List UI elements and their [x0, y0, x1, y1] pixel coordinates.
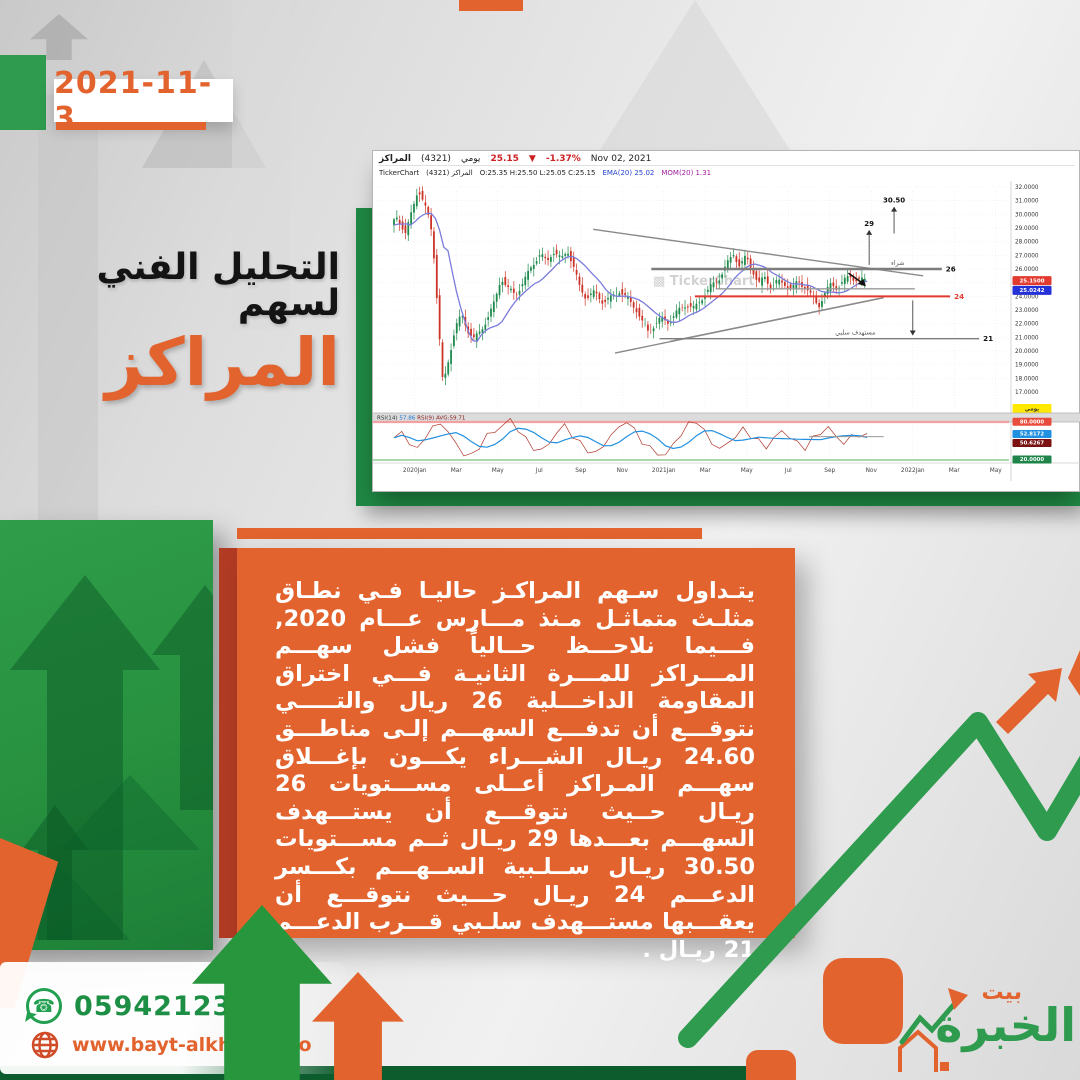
svg-text:32.0000: 32.0000	[1015, 185, 1039, 191]
svg-text:20.0000: 20.0000	[1015, 349, 1039, 355]
svg-text:24: 24	[954, 292, 964, 301]
svg-text:Jul: Jul	[535, 468, 543, 474]
svg-text:21: 21	[983, 334, 993, 343]
legend-indicator: MOM(20) 1.31	[661, 169, 712, 177]
svg-text:2022Jan: 2022Jan	[901, 468, 925, 474]
svg-text:مستهدف سلبي: مستهدف سلبي	[835, 330, 875, 337]
logo-arrow-house-icon	[898, 988, 968, 1072]
globe-icon	[31, 1031, 59, 1059]
svg-text:Sep: Sep	[824, 468, 835, 474]
background-strip	[38, 95, 98, 525]
svg-text:20.0000: 20.0000	[1020, 457, 1044, 463]
date-badge: 2021-11-3	[54, 66, 233, 136]
svg-text:Mar: Mar	[949, 468, 961, 474]
green-accent-block	[0, 55, 46, 130]
svg-text:Jul: Jul	[784, 468, 792, 474]
svg-text:Sep: Sep	[575, 468, 586, 474]
svg-text:Mar: Mar	[451, 468, 463, 474]
legend-symbol: المراكز (4321)	[426, 169, 473, 177]
svg-text:26.0000: 26.0000	[1015, 267, 1039, 273]
svg-text:31.0000: 31.0000	[1015, 199, 1039, 205]
svg-text:28.0000: 28.0000	[1015, 240, 1039, 246]
orange-ne-arrow-icon	[996, 668, 1062, 734]
svg-text:May: May	[741, 468, 754, 474]
svg-text:21.0000: 21.0000	[1015, 335, 1039, 341]
analysis-box: يتـداول سـهم المراكـز حاليـا فـي نطـاق م…	[237, 548, 795, 963]
logo-word-top: بيت	[981, 980, 1022, 1005]
title-subline: التحليل الفني لسهم	[96, 247, 340, 324]
svg-text:25.1500: 25.1500	[1019, 279, 1044, 285]
chart-date: Nov 02, 2021	[590, 153, 652, 164]
svg-text:2021Jan: 2021Jan	[652, 468, 676, 474]
svg-text:May: May	[492, 468, 505, 474]
analysis-text: يتـداول سـهم المراكـز حاليـا فـي نطـاق م…	[275, 578, 755, 963]
svg-text:شراء: شراء	[891, 260, 904, 267]
svg-text:18.0000: 18.0000	[1015, 376, 1039, 382]
top-accent-bar	[459, 0, 523, 11]
up-arrow-icon	[30, 14, 88, 60]
svg-text:80.0000: 80.0000	[1020, 419, 1044, 425]
analysis-box-topbar	[237, 528, 702, 539]
chart-legend: TickerChart المراكز (4321) O:25.35 H:25.…	[379, 167, 1075, 179]
orange-rounded-square	[746, 1050, 796, 1080]
chart-symbol-code: (4321)	[421, 153, 451, 164]
stock-chart-panel: 2020Jan Mar May Jul Sep Nov 2021Jan Mar May Jul Se…	[372, 150, 1080, 492]
svg-text:Nov: Nov	[866, 468, 878, 474]
chart-toolbar: المراكز (4321) يومي 25.15 ▼ -1.37% Nov 0…	[379, 152, 1075, 166]
green-arrows-panel	[0, 520, 213, 950]
down-arrow-icon: ▼	[528, 153, 536, 164]
svg-text:52.8172: 52.8172	[1020, 432, 1044, 438]
svg-text:30.0000: 30.0000	[1015, 212, 1039, 218]
analysis-box-accent-strip	[219, 548, 237, 938]
svg-text:19.0000: 19.0000	[1015, 363, 1039, 369]
page-title: التحليل الفني لسهم المراكز	[30, 250, 340, 396]
svg-text:30.50: 30.50	[883, 197, 905, 205]
title-stock-name: المراكز	[105, 324, 340, 401]
legend-source: TickerChart	[379, 169, 420, 177]
svg-text:50.6267: 50.6267	[1020, 441, 1044, 447]
legend-ema: EMA(20) 25.02	[602, 169, 655, 177]
svg-text:2020Jan: 2020Jan	[403, 468, 427, 474]
svg-text:▩ TickerChart: ▩ TickerChart	[653, 274, 755, 289]
svg-text:27.0000: 27.0000	[1015, 253, 1039, 259]
green-arrows-pattern	[0, 575, 213, 940]
svg-text:RSI(14) 57.86 RSI(9) AVG:59.: RSI(14) 57.86 RSI(9) AVG:59.71	[377, 416, 466, 422]
svg-text:26: 26	[946, 265, 956, 274]
legend-ohlc: O:25.35 H:25.50 L:25.05 C:25.15	[479, 169, 596, 177]
svg-text:22.0000: 22.0000	[1015, 322, 1039, 328]
svg-text:25.0242: 25.0242	[1019, 288, 1044, 294]
background-triangle	[600, 0, 790, 150]
svg-text:29: 29	[864, 220, 874, 228]
svg-text:17.0000: 17.0000	[1015, 390, 1039, 396]
chart-period: يومي	[460, 153, 481, 164]
brand-logo: بيت الخبرة	[890, 978, 1080, 1078]
date-underline	[56, 122, 206, 130]
svg-text:23.0000: 23.0000	[1015, 308, 1039, 314]
stock-chart: 2020Jan Mar May Jul Sep Nov 2021Jan Mar May Jul Se…	[373, 181, 1080, 481]
chart-change-percent: -1.37%	[545, 153, 581, 164]
chart-last-price: 25.15	[490, 153, 519, 164]
whatsapp-icon: ☎	[26, 988, 62, 1024]
svg-text:يومي: يومي	[1025, 407, 1039, 413]
svg-text:29.0000: 29.0000	[1015, 226, 1039, 232]
svg-text:Nov: Nov	[617, 468, 629, 474]
chart-symbol: المراكز	[379, 153, 412, 164]
svg-text:May: May	[990, 468, 1003, 474]
svg-text:Mar: Mar	[700, 468, 712, 474]
logo-word-main: الخبرة	[935, 998, 1076, 1052]
background-strip	[232, 0, 290, 330]
svg-text:24.0000: 24.0000	[1015, 294, 1039, 300]
